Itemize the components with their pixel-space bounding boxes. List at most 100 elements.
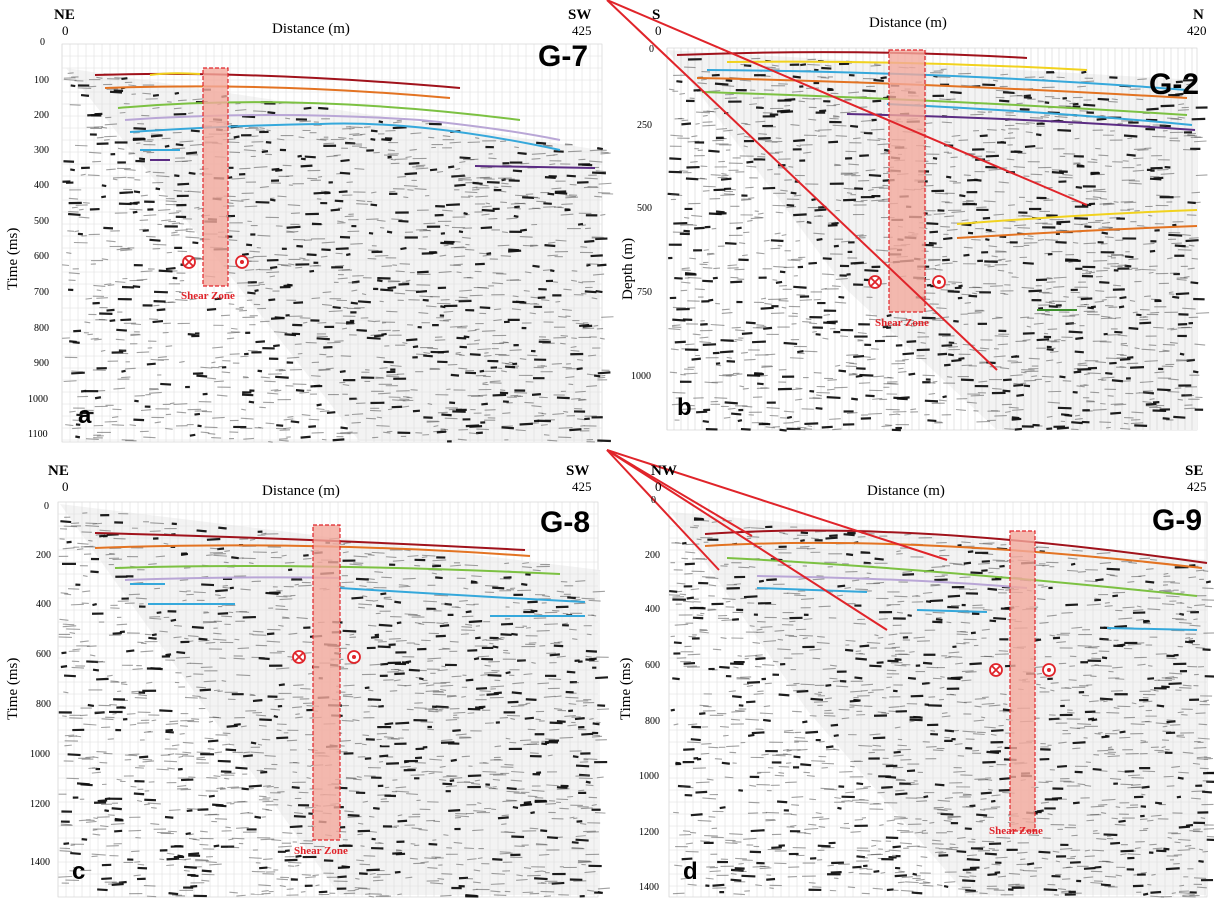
reflection-event: [501, 823, 507, 825]
reflection-event: [63, 160, 75, 163]
reflection-event: [947, 228, 958, 231]
reflection-event: [187, 333, 196, 336]
y-axis-title: Time (ms): [5, 227, 21, 290]
reflection-event: [443, 310, 454, 313]
reflection-event: [917, 331, 926, 334]
reflection-event: [225, 826, 231, 829]
reflection-event: [387, 149, 395, 152]
reflection-event: [596, 147, 604, 151]
reflection-event: [332, 305, 341, 310]
reflection-event: [554, 695, 562, 698]
reflection-event: [349, 133, 360, 135]
reflection-event: [455, 353, 462, 356]
reflection-event: [571, 397, 581, 400]
reflection-event: [598, 182, 612, 185]
reflection-event: [561, 203, 573, 206]
reflection-event: [265, 141, 272, 144]
reflection-event: [1090, 305, 1096, 309]
reflection-event: [504, 763, 514, 766]
reflection-event: [1008, 272, 1013, 274]
reflection-event: [225, 291, 233, 294]
reflection-event: [1134, 347, 1140, 350]
reflection-event: [715, 364, 722, 367]
reflection-event: [441, 665, 446, 668]
reflection-event: [485, 786, 492, 788]
reflection-event: [120, 247, 131, 250]
reflection-event: [824, 64, 832, 67]
reflection-event: [169, 402, 175, 405]
reflection-event: [1050, 350, 1059, 353]
reflection-event: [1119, 296, 1127, 300]
reflection-event: [321, 303, 332, 306]
reflection-event: [363, 126, 371, 128]
reflection-event: [281, 554, 287, 557]
reflection-event: [420, 861, 429, 864]
reflection-event: [1099, 197, 1108, 200]
reflection-event: [867, 412, 882, 415]
reflection-event: [764, 66, 776, 69]
reflection-event: [804, 422, 819, 426]
reflection-event: [1168, 378, 1179, 381]
reflection-event: [1120, 427, 1131, 430]
reflection-event: [253, 110, 267, 113]
reflection-event: [355, 877, 360, 880]
reflection-event: [223, 561, 229, 564]
reflection-event: [349, 398, 358, 401]
reflection-event: [944, 141, 951, 143]
reflection-event: [431, 572, 437, 575]
reflection-event: [1029, 116, 1044, 119]
reflection-event: [784, 104, 791, 107]
reflection-event: [494, 745, 502, 748]
reflection-event: [1056, 222, 1062, 226]
reflection-event: [530, 752, 539, 754]
reflection-event: [386, 375, 400, 378]
seismic-section-g8: NE 0 Distance (m) SW 425 G-8 Time (ms) c…: [0, 450, 610, 900]
reflection-event: [756, 325, 767, 328]
reflection-event: [267, 392, 279, 395]
reflection-event: [413, 643, 420, 646]
reflection-event: [1013, 382, 1022, 385]
reflection-event: [708, 298, 714, 302]
reflection-event: [1139, 380, 1154, 384]
reflection-event: [332, 438, 345, 442]
reflection-event: [706, 253, 715, 256]
reflection-event: [227, 176, 233, 180]
reflection-event: [150, 134, 163, 138]
reflection-event: [152, 93, 159, 97]
reflection-event: [338, 190, 348, 194]
reflection-event: [1190, 281, 1199, 285]
reflection-event: [274, 698, 285, 701]
reflection-event: [531, 393, 542, 396]
reflection-event: [432, 559, 447, 562]
reflection-event: [887, 382, 899, 385]
reflection-event: [1113, 284, 1121, 287]
reflection-event: [941, 262, 953, 265]
reflection-event: [512, 682, 525, 685]
reflection-event: [180, 788, 192, 791]
reflection-event: [138, 157, 146, 161]
reflection-event: [476, 428, 489, 431]
reflection-event: [576, 367, 583, 371]
reflection-event: [248, 857, 262, 859]
reflection-event: [168, 212, 180, 215]
reflection-event: [121, 376, 131, 379]
reflection-event: [1137, 149, 1149, 151]
reflection-event: [440, 299, 450, 301]
reflection-event: [171, 222, 180, 225]
reflection-event: [479, 306, 491, 310]
reflection-event: [1044, 101, 1050, 104]
reflection-event: [814, 215, 822, 217]
reflection-event: [62, 623, 75, 626]
reflection-event: [453, 711, 466, 714]
reflection-event: [239, 167, 251, 170]
reflection-event: [196, 751, 211, 754]
reflection-event: [294, 583, 299, 586]
reflection-event: [775, 151, 783, 153]
reflection-event: [1173, 415, 1186, 419]
reflection-event: [848, 163, 859, 166]
reflection-event: [93, 284, 106, 287]
y-tick: 600: [34, 251, 49, 262]
reflection-event: [723, 193, 735, 196]
reflection-event: [182, 599, 187, 602]
reflection-event: [596, 708, 609, 711]
